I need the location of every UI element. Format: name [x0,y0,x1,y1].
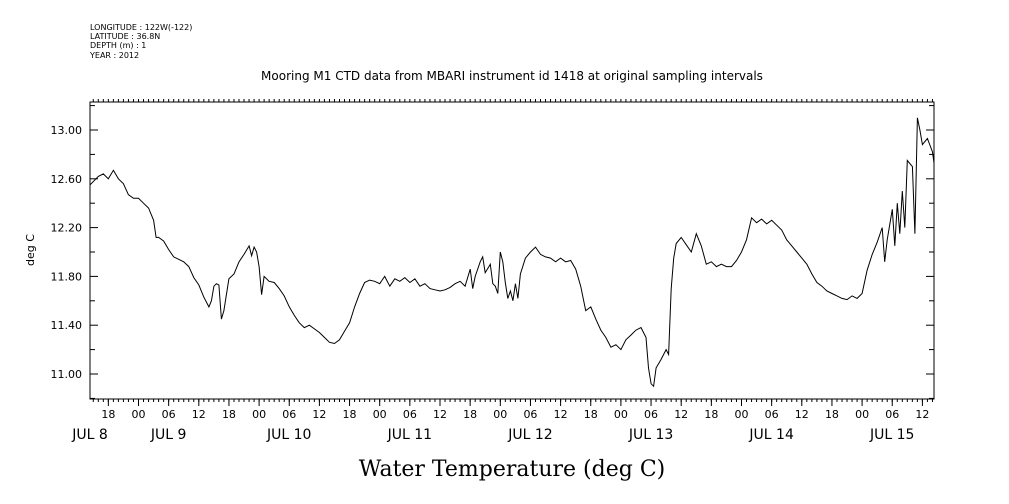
hour-tick-label: 00 [735,408,749,421]
meta-longitude: LONGITUDE : 122W(-122) [90,23,192,32]
y-tick-label: 11.40 [51,319,83,332]
hour-tick-label: 18 [704,408,718,421]
hour-tick-label: 06 [523,408,537,421]
hour-tick-label: 12 [915,408,929,421]
date-tick-label: JUL 8 [71,427,108,443]
date-tick-labels: JUL 8 JUL 9 JUL 10 JUL 11 JUL 12 JUL 13 JUL 14… [71,427,914,443]
metadata-block: LONGITUDE : 122W(-122) LATITUDE : 36.8N … [89,23,192,60]
hour-tick-label: 06 [765,408,779,421]
hour-tick-label: 06 [644,408,658,421]
hour-tick-label: 18 [825,408,839,421]
hour-tick-label: 18 [463,408,477,421]
hour-tick-label: 00 [252,408,266,421]
meta-latitude: LATITUDE : 36.8N [90,32,160,41]
date-tick-label: JUL 15 [869,427,914,443]
date-tick-label: JUL 14 [748,427,794,443]
hour-tick-label: 12 [433,408,447,421]
hour-tick-label: 06 [885,408,899,421]
hour-tick-label: 00 [614,408,628,421]
hour-tick-label: 06 [403,408,417,421]
meta-year: YEAR : 2012 [89,51,139,60]
date-tick-label: JUL 12 [507,427,552,443]
y-tick-label: 12.20 [51,222,83,235]
date-tick-label: JUL 11 [387,427,432,443]
hour-tick-label: 00 [373,408,387,421]
plot-frame [89,101,935,400]
hour-tick-label: 00 [493,408,507,421]
y-axis-label: deg C [24,234,37,266]
temperature-series-line [89,117,935,388]
y-axis-ticks [90,105,934,399]
hour-tick-label: 00 [855,408,869,421]
hour-tick-label: 18 [584,408,598,421]
y-tick-labels: 11.00 11.40 11.80 12.20 12.60 13.00 [51,124,83,381]
hour-tick-label: 18 [343,408,357,421]
y-tick-label: 11.00 [51,368,83,381]
hour-tick-label: 12 [795,408,809,421]
y-tick-label: 11.80 [51,270,83,283]
hour-tick-label: 06 [162,408,176,421]
hour-tick-label: 18 [101,408,115,421]
hour-tick-label: 12 [312,408,326,421]
date-tick-label: JUL 9 [150,427,187,443]
hour-tick-label: 12 [192,408,206,421]
date-tick-label: JUL 13 [628,427,673,443]
hour-tick-label: 00 [132,408,146,421]
meta-depth: DEPTH (m) : 1 [90,41,146,50]
y-tick-label: 12.60 [51,173,83,186]
bottom-ticks [92,399,933,406]
y-tick-label: 13.00 [51,124,83,137]
hour-tick-label: 12 [554,408,568,421]
hour-tick-label: 06 [282,408,296,421]
hour-tick-label: 12 [674,408,688,421]
top-minor-ticks [92,99,933,102]
hour-tick-label: 18 [222,408,236,421]
x-axis-title: Water Temperature (deg C) [359,457,666,482]
date-tick-label: JUL 10 [266,427,311,443]
chart-title: Mooring M1 CTD data from MBARI instrumen… [261,69,763,83]
hour-tick-labels: 18 00 06 12 18 00 06 12 18 00 06 12 18 00 06 12 18 00 06 12… [101,408,929,421]
